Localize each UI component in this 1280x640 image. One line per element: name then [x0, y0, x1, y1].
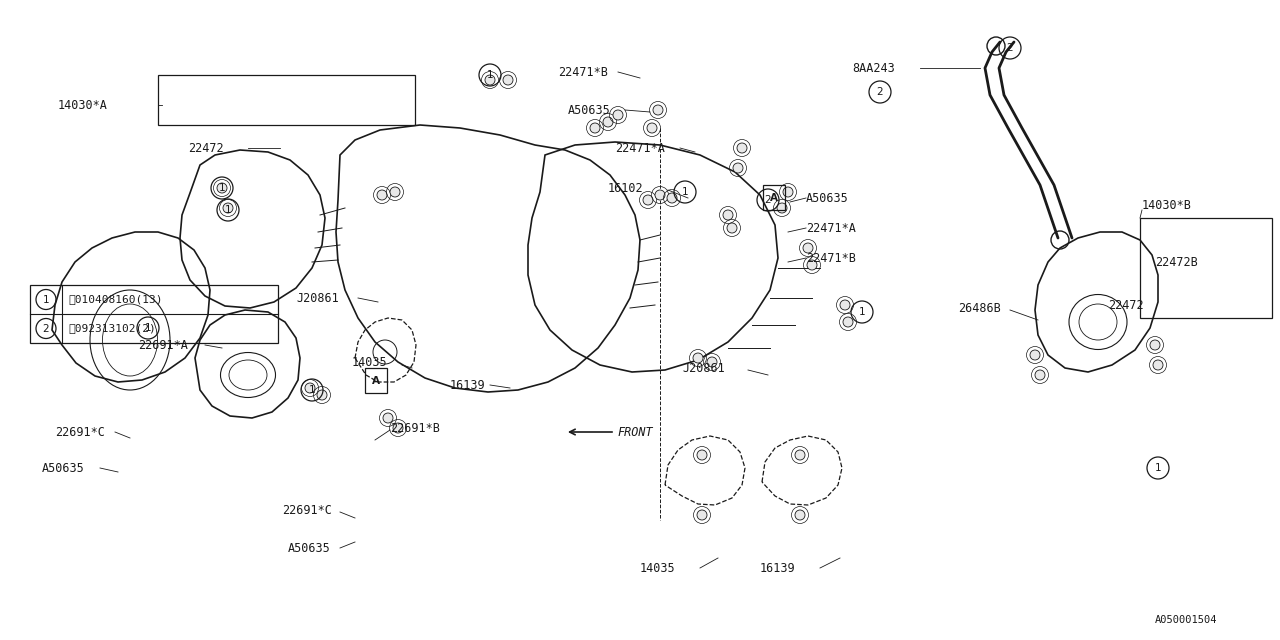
Circle shape — [613, 110, 623, 120]
Circle shape — [806, 260, 817, 270]
Circle shape — [643, 195, 653, 205]
Text: 16102: 16102 — [608, 182, 644, 195]
Text: 1: 1 — [219, 183, 225, 193]
Circle shape — [485, 75, 495, 85]
Circle shape — [1149, 340, 1160, 350]
Text: 1: 1 — [42, 294, 50, 305]
Text: A50635: A50635 — [806, 191, 849, 205]
Circle shape — [393, 423, 403, 433]
Text: 14030*A: 14030*A — [58, 99, 108, 111]
Text: 16139: 16139 — [451, 378, 485, 392]
Text: 22472B: 22472B — [1155, 255, 1198, 269]
Text: 26486B: 26486B — [957, 301, 1001, 314]
Circle shape — [390, 187, 401, 197]
Text: 22691*B: 22691*B — [390, 422, 440, 435]
Circle shape — [698, 510, 707, 520]
Text: 2: 2 — [1006, 43, 1014, 53]
Text: 1: 1 — [682, 187, 689, 197]
Text: A50635: A50635 — [288, 541, 330, 554]
Text: Ⓒ092313102(2): Ⓒ092313102(2) — [68, 323, 156, 333]
Text: 2: 2 — [764, 195, 772, 205]
Text: 8AA243: 8AA243 — [852, 61, 895, 74]
Bar — [29, 285, 278, 343]
Circle shape — [692, 353, 703, 363]
Text: 22691*C: 22691*C — [282, 504, 332, 516]
Circle shape — [698, 450, 707, 460]
Text: 14030*B: 14030*B — [1142, 198, 1192, 211]
Circle shape — [803, 243, 813, 253]
Circle shape — [305, 383, 315, 393]
Text: A050001504: A050001504 — [1155, 615, 1217, 625]
Text: Ⓑ010408160(13): Ⓑ010408160(13) — [68, 294, 163, 305]
Text: 1: 1 — [225, 205, 232, 215]
Text: 22472: 22472 — [188, 141, 224, 154]
Circle shape — [218, 183, 227, 193]
Text: 14035: 14035 — [640, 561, 676, 575]
Circle shape — [707, 357, 717, 367]
Circle shape — [378, 190, 387, 200]
Circle shape — [653, 105, 663, 115]
Circle shape — [840, 300, 850, 310]
Text: 22472: 22472 — [1108, 298, 1143, 312]
Text: 22471*A: 22471*A — [806, 221, 856, 234]
Circle shape — [795, 510, 805, 520]
Circle shape — [1036, 370, 1044, 380]
Circle shape — [783, 187, 794, 197]
Text: 1: 1 — [1155, 463, 1161, 473]
Text: 2: 2 — [877, 87, 883, 97]
Text: 14035: 14035 — [352, 355, 388, 369]
Circle shape — [727, 223, 737, 233]
Circle shape — [223, 203, 233, 213]
Circle shape — [646, 123, 657, 133]
Text: 1: 1 — [859, 307, 865, 317]
Text: 16139: 16139 — [760, 561, 796, 575]
Bar — [157, 75, 415, 125]
Text: FRONT: FRONT — [617, 426, 653, 438]
Bar — [763, 185, 785, 210]
Text: 22471*B: 22471*B — [558, 65, 608, 79]
Circle shape — [737, 143, 748, 153]
Circle shape — [723, 210, 733, 220]
Circle shape — [1030, 350, 1039, 360]
Circle shape — [1153, 360, 1164, 370]
Text: J20861: J20861 — [296, 291, 339, 305]
Text: A: A — [771, 193, 778, 202]
Text: 1: 1 — [308, 385, 315, 395]
Circle shape — [317, 390, 326, 400]
Text: 22471*A: 22471*A — [614, 141, 664, 154]
Bar — [365, 368, 387, 393]
Circle shape — [733, 163, 742, 173]
Text: 1: 1 — [486, 70, 493, 80]
Circle shape — [503, 75, 513, 85]
Circle shape — [590, 123, 600, 133]
Text: 22471*B: 22471*B — [806, 252, 856, 264]
Text: A50635: A50635 — [568, 104, 611, 116]
Text: 22691*A: 22691*A — [138, 339, 188, 351]
Circle shape — [844, 317, 852, 327]
Circle shape — [383, 413, 393, 423]
Text: 2: 2 — [42, 323, 50, 333]
Bar — [1140, 218, 1272, 318]
Text: A50635: A50635 — [42, 461, 84, 474]
Circle shape — [667, 193, 677, 203]
Text: J20861: J20861 — [682, 362, 724, 374]
Text: 1: 1 — [145, 323, 151, 333]
Circle shape — [603, 117, 613, 127]
Text: A: A — [372, 376, 380, 385]
Text: 22691*C: 22691*C — [55, 426, 105, 438]
Circle shape — [777, 203, 787, 213]
Circle shape — [655, 190, 666, 200]
Circle shape — [795, 450, 805, 460]
